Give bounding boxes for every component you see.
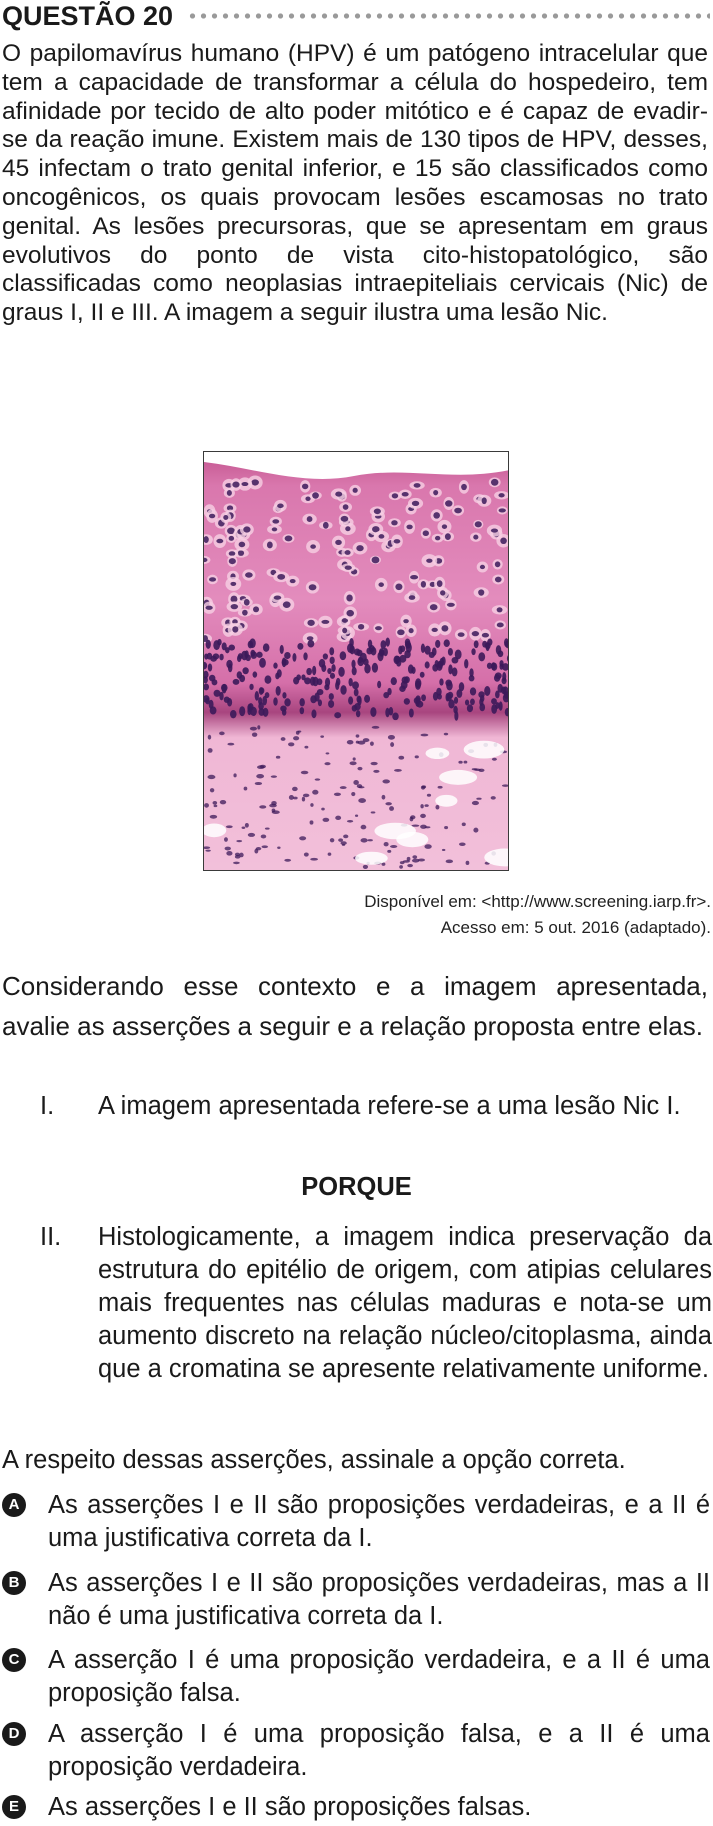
option-b-badge[interactable]: B [2,1571,26,1595]
option-d-text[interactable]: A asserção I é uma proposição falsa, e a… [48,1720,710,1781]
assertion-2: II. Histologicamente, a imagem indica pr… [40,1221,712,1386]
context-text: Considerando esse contexto e a imagem ap… [2,971,708,1041]
histology-image [203,451,509,871]
option-e-text[interactable]: As asserções I e II são proposições fals… [48,1793,532,1821]
histology-micrograph [204,452,508,870]
option-c[interactable]: C A asserção I é uma proposição verdadei… [2,1644,710,1710]
option-b[interactable]: B As asserções I e II são proposições ve… [2,1567,710,1633]
dotted-rule [187,13,710,19]
assertion-2-text: Histologicamente, a imagem indica preser… [98,1223,712,1383]
question-stem: O papilomavírus humano (HPV) é um patóge… [2,40,708,327]
question-title: QUESTÃO 20 [2,0,174,31]
option-a[interactable]: A As asserções I e II são proposições ve… [2,1489,710,1555]
option-a-text[interactable]: As asserções I e II são proposições verd… [48,1491,710,1552]
figure-source: Disponível em: <http://www.screening.iar… [364,892,711,911]
option-c-text[interactable]: A asserção I é uma proposição verdadeira… [48,1646,710,1707]
question-prompt: A respeito dessas asserções, assinale a … [2,1446,626,1474]
assertion-2-number: II. [40,1223,62,1251]
option-e[interactable]: E As asserções I e II são proposições fa… [2,1791,710,1824]
figure-access-date: Acesso em: 5 out. 2016 (adaptado). [440,918,711,937]
assertion-1: I. A imagem apresentada refere-se a uma … [40,1090,712,1123]
option-a-badge[interactable]: A [2,1493,26,1517]
option-d[interactable]: D A asserção I é uma proposição falsa, e… [2,1718,710,1784]
connector-porque: PORQUE [301,1173,412,1201]
option-b-text[interactable]: As asserções I e II são proposições verd… [48,1569,710,1630]
option-c-badge[interactable]: C [2,1648,26,1672]
question-header: QUESTÃO 20 [2,0,710,32]
assertion-1-text: A imagem apresentada refere-se a uma les… [98,1092,681,1120]
assertion-1-number: I. [40,1092,55,1120]
option-d-badge[interactable]: D [2,1722,26,1746]
option-e-badge[interactable]: E [2,1795,26,1819]
